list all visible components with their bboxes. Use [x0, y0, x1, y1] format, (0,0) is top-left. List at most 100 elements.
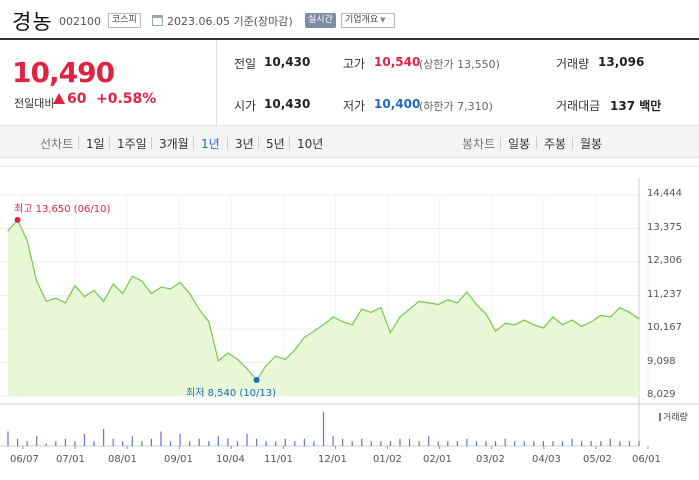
- volume-bar: [246, 433, 248, 446]
- volume-bar: [7, 431, 9, 446]
- volume-bar: [533, 441, 535, 446]
- volume-bar: [561, 441, 564, 446]
- period-1y[interactable]: 1년: [201, 137, 220, 151]
- volume-bar: [255, 438, 258, 446]
- candle-weekly[interactable]: 주봉: [544, 137, 567, 151]
- change-value: 60: [67, 91, 87, 107]
- price-point: [131, 275, 133, 277]
- price-chart[interactable]: 14,444 13,375 12,306 11,237 10,167 9,098…: [0, 158, 699, 480]
- volume-bar: [552, 441, 554, 446]
- price-point: [294, 349, 296, 351]
- volume-bar: [275, 441, 277, 446]
- period-3m[interactable]: 3개월: [159, 137, 189, 151]
- divider: [193, 137, 194, 149]
- period-3y[interactable]: 3년: [235, 137, 254, 151]
- chart-canvas: [0, 165, 699, 449]
- candle-daily[interactable]: 일봉: [508, 137, 531, 151]
- price-point: [571, 319, 573, 321]
- volume-bar: [399, 438, 401, 446]
- x-tick: 06/01: [632, 454, 661, 465]
- volume-bar: [74, 441, 76, 446]
- volume-bar: [542, 441, 544, 446]
- y-tick: 14,444: [647, 188, 682, 199]
- low-value: 10,400: [374, 97, 421, 111]
- price-point: [26, 239, 28, 241]
- quote-panel: 10,490 전일대비 60 +0.58% 전일 10,430 고가 10,54…: [0, 40, 699, 125]
- volume-label: 거래량: [556, 57, 590, 71]
- realtime-button[interactable]: 실시간: [305, 13, 336, 28]
- price-point: [217, 360, 219, 362]
- price-point: [227, 352, 229, 354]
- price-point: [466, 291, 468, 293]
- volume-bar: [303, 438, 305, 446]
- high-value: 10,540: [374, 55, 421, 69]
- volume-legend: 거래량: [659, 410, 688, 423]
- volume-bar: [485, 441, 487, 446]
- x-tick: 07/01: [56, 454, 85, 465]
- volume-bar: [332, 436, 334, 446]
- volume-bar: [160, 431, 162, 446]
- low-label: 저가: [343, 99, 366, 113]
- x-tick: 02/01: [423, 454, 452, 465]
- price-point: [275, 355, 277, 357]
- volume-bar: [313, 441, 315, 446]
- price-point: [428, 302, 430, 304]
- volume-bar: [380, 441, 382, 446]
- company-info-dropdown[interactable]: 기업개요 ▼: [341, 13, 395, 28]
- price-block: 10,490 전일대비 60 +0.58%: [0, 40, 217, 125]
- volume-bar: [112, 438, 114, 446]
- period-1d[interactable]: 1일: [86, 137, 105, 151]
- x-tick: 05/02: [583, 454, 612, 465]
- price-point: [380, 307, 382, 309]
- price-point: [7, 230, 9, 232]
- prev-close-value: 10,430: [264, 55, 311, 69]
- volume-bar: [504, 438, 506, 446]
- price-point: [600, 314, 602, 317]
- stock-code: 002100: [59, 15, 101, 28]
- divider: [500, 137, 501, 149]
- volume-bar: [284, 438, 286, 446]
- price-point: [418, 300, 420, 302]
- volume-bar: [26, 441, 28, 446]
- price-point: [112, 283, 114, 285]
- volume-bar: [581, 441, 583, 446]
- x-tick: 08/01: [108, 454, 137, 465]
- volume-value: 13,096: [598, 55, 645, 69]
- date-basis: 2023.06.05 기준(장마감): [167, 15, 293, 28]
- volume-bar: [494, 441, 497, 446]
- price-point: [342, 321, 344, 323]
- price-point: [198, 308, 200, 310]
- volume-bar: [189, 441, 191, 446]
- min-marker: [253, 376, 260, 383]
- price-point: [389, 332, 392, 334]
- period-10y[interactable]: 10년: [297, 137, 324, 151]
- line-chart-label: 선차트: [40, 137, 74, 151]
- price-point: [169, 288, 172, 290]
- volume-bar: [514, 441, 516, 446]
- divider: [227, 137, 228, 149]
- price-point: [55, 297, 57, 299]
- volume-bar: [64, 438, 66, 446]
- volume-bar: [16, 438, 19, 446]
- price-point: [514, 324, 516, 326]
- price-point: [179, 281, 181, 284]
- volume-bar: [322, 412, 325, 446]
- volume-bar: [389, 441, 392, 446]
- volume-bar: [408, 438, 411, 446]
- volume-bar: [227, 438, 229, 446]
- price-point: [552, 316, 554, 318]
- stock-name: 경농: [12, 10, 53, 34]
- period-1w[interactable]: 1주일: [117, 137, 147, 151]
- volume-bar: [208, 441, 210, 446]
- period-5y[interactable]: 5년: [266, 137, 285, 151]
- volume-bar: [131, 436, 133, 446]
- amount-value: 137 백만: [610, 99, 662, 113]
- open-label: 시가: [234, 99, 257, 113]
- price-point: [208, 321, 210, 323]
- volume-bar: [103, 429, 105, 446]
- caret-down-icon: ▼: [380, 16, 386, 24]
- candle-monthly[interactable]: 월봉: [580, 137, 603, 151]
- price-point: [351, 324, 353, 326]
- price-point: [504, 322, 506, 324]
- volume-bar: [198, 438, 200, 446]
